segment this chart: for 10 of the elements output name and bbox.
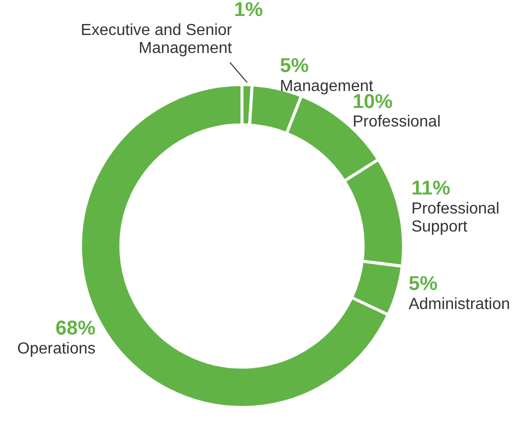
slice-label: Professional Support xyxy=(411,200,500,236)
data-label: 1% xyxy=(234,0,264,22)
data-label: 5% xyxy=(408,272,438,295)
data-label: 5% xyxy=(280,55,309,78)
slice-label: Professional xyxy=(352,114,441,131)
slice-label: Administration xyxy=(408,296,510,313)
slice-label: Executive and Senior Management xyxy=(80,22,233,57)
slice-label: Operations xyxy=(17,340,96,358)
data-label: 68% xyxy=(55,317,96,340)
data-label: 11% xyxy=(411,178,450,200)
